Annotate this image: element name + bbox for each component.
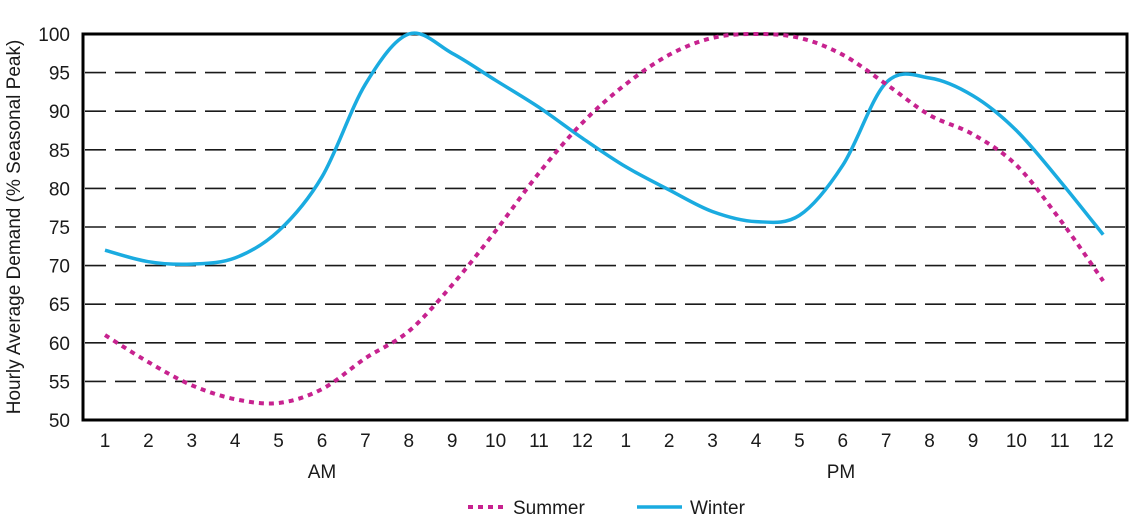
x-tick-label: 7 (881, 431, 892, 452)
x-tick-labels: 1 2 3 4 5 6 7 8 9 10 11 12 1 2 3 4 5 6 7 8 9 10 11 12 (100, 431, 1114, 452)
x-tick-label: 11 (1050, 431, 1070, 452)
y-tick-label: 100 (38, 25, 70, 46)
y-tick-label: 60 (49, 334, 70, 355)
x-tick-label: 8 (404, 431, 415, 452)
series-line-winter (104, 31, 1105, 267)
x-tick-label: 6 (838, 431, 849, 452)
x-tick-label: 10 (1006, 431, 1027, 452)
y-tick-label: 50 (49, 411, 70, 432)
series-line-summer (103, 32, 1105, 406)
period-label-am: AM (308, 462, 337, 483)
series-lines (103, 31, 1105, 406)
x-tick-label: 4 (751, 431, 762, 452)
y-tick-label: 80 (49, 179, 70, 200)
legend: Summer Winter (468, 498, 746, 519)
legend-label-summer: Summer (513, 498, 585, 519)
x-tick-label: 3 (707, 431, 718, 452)
legend-label-winter: Winter (690, 498, 746, 519)
x-tick-label: 3 (187, 431, 198, 452)
y-tick-label: 70 (49, 257, 70, 278)
plot-frame (81, 32, 1129, 422)
y-tick-label: 85 (49, 141, 70, 162)
y-axis-title: Hourly Average Demand (% Seasonal Peak) (4, 40, 25, 415)
x-tick-label: 5 (273, 431, 284, 452)
x-tick-label: 5 (794, 431, 805, 452)
y-tick-label: 65 (49, 295, 70, 316)
x-tick-label: 9 (968, 431, 979, 452)
x-tick-label: 2 (143, 431, 154, 452)
x-tick-label: 1 (621, 431, 632, 452)
x-tick-label: 7 (360, 431, 371, 452)
x-tick-label: 12 (572, 431, 593, 452)
y-tick-label: 95 (49, 64, 70, 85)
x-tick-label: 11 (529, 431, 549, 452)
x-tick-label: 12 (1093, 431, 1114, 452)
period-label-pm: PM (827, 462, 856, 483)
y-tick-label: 75 (49, 218, 70, 239)
y-tick-label: 90 (49, 102, 70, 123)
y-tick-labels: 50 55 60 65 70 75 80 85 90 95 100 (38, 25, 70, 432)
x-tick-label: 10 (485, 431, 506, 452)
x-tick-label: 2 (664, 431, 675, 452)
x-tick-label: 9 (447, 431, 458, 452)
x-tick-label: 4 (230, 431, 241, 452)
x-tick-label: 1 (100, 431, 111, 452)
y-tick-label: 55 (49, 372, 70, 393)
grid-lines (85, 71, 1125, 383)
x-tick-label: 8 (924, 431, 935, 452)
x-tick-label: 6 (317, 431, 328, 452)
